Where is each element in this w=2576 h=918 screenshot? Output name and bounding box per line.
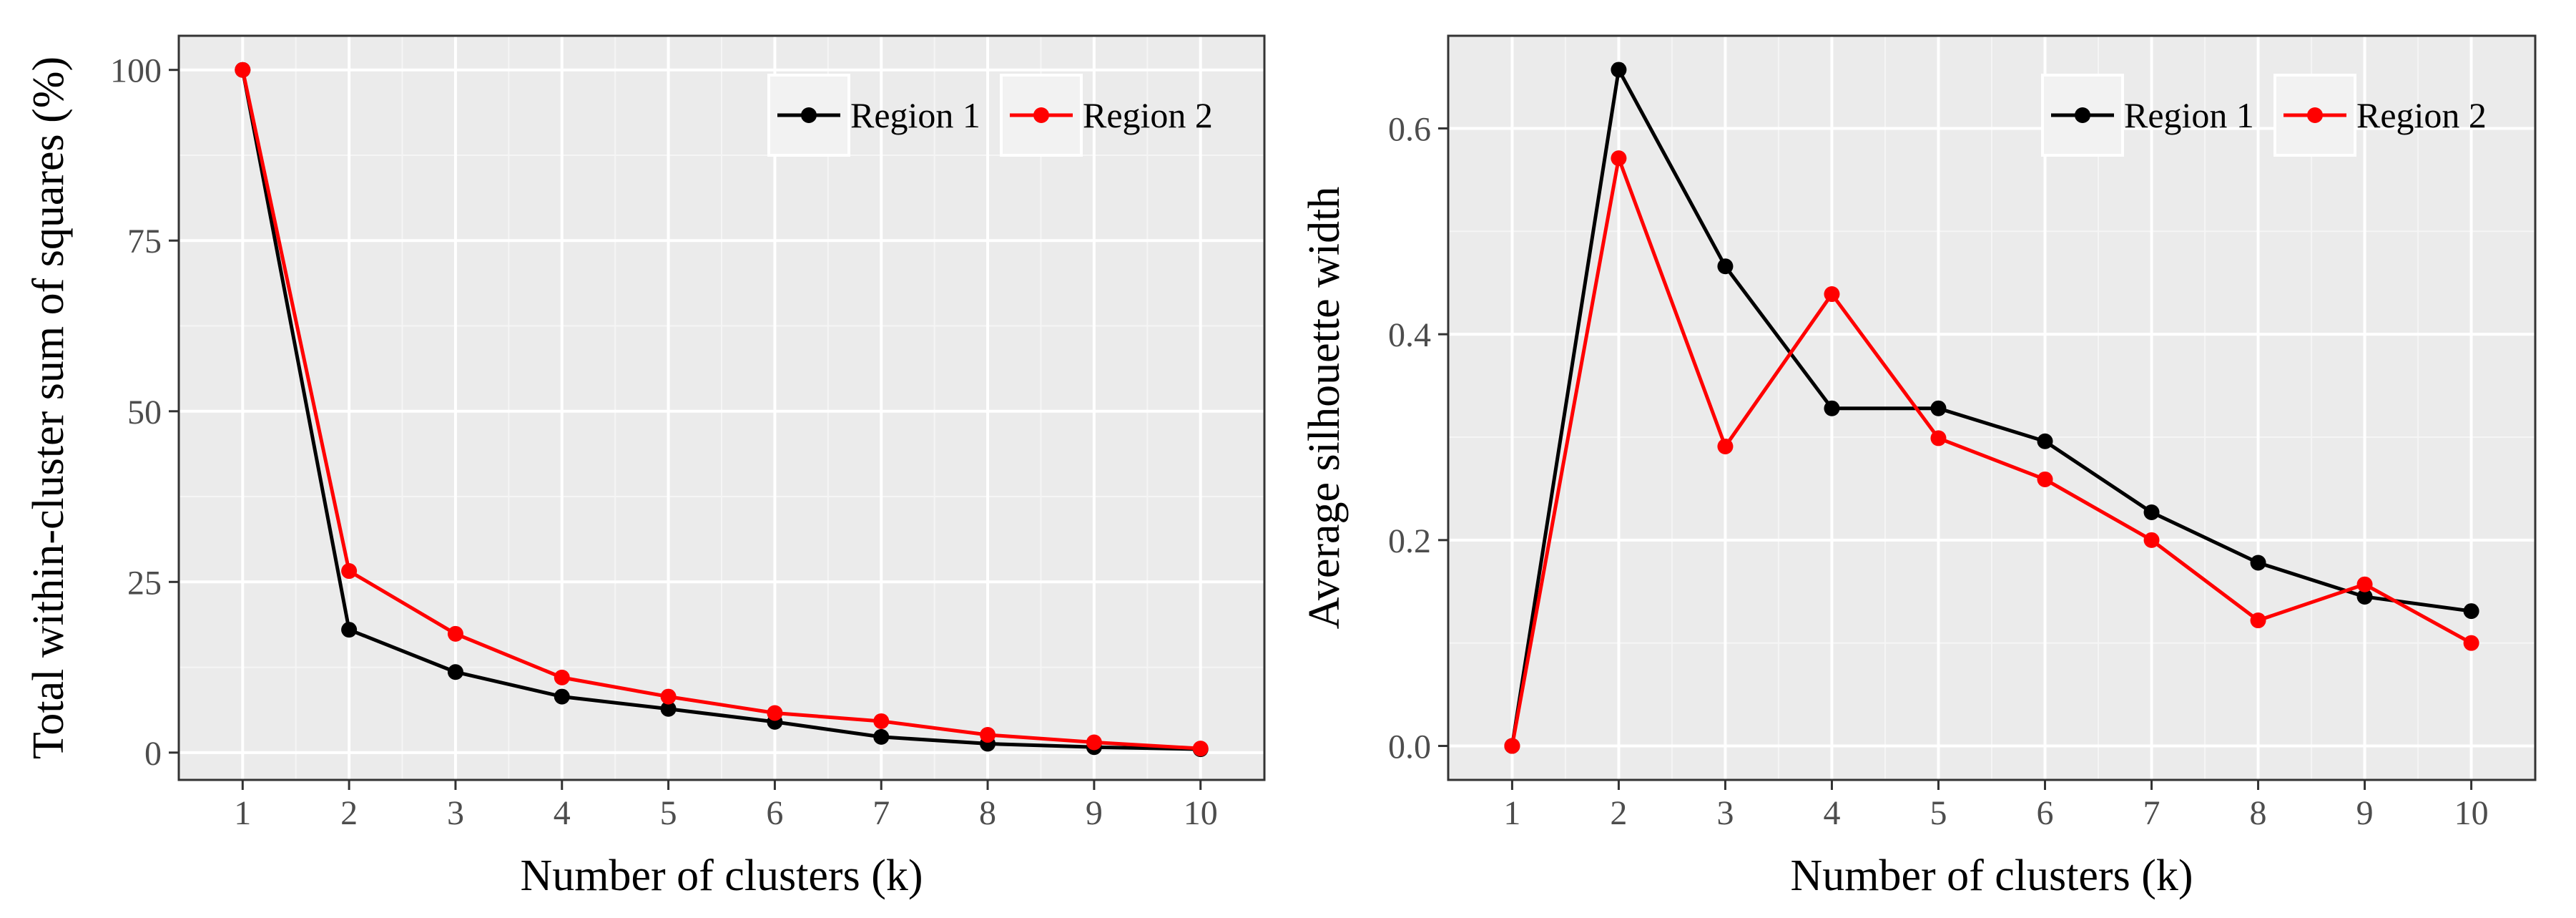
data-point xyxy=(2143,532,2160,548)
x-tick-label: 2 xyxy=(1610,794,1627,832)
legend: Region 1 Region 2 xyxy=(2041,74,2487,157)
legend-label: Region 1 xyxy=(850,95,980,135)
data-point xyxy=(2463,635,2479,651)
data-point xyxy=(447,664,463,680)
plot-border xyxy=(1447,34,2537,781)
y-tick-label: 100 xyxy=(110,52,162,90)
data-point xyxy=(2143,504,2160,521)
data-point xyxy=(873,728,890,745)
legend-label: Region 1 xyxy=(2124,95,2254,135)
legend-label: Region 2 xyxy=(2356,95,2487,135)
y-tick-label: 25 xyxy=(127,564,162,602)
y-tick-label: 0.4 xyxy=(1388,316,1431,354)
series-line xyxy=(1510,156,2472,746)
data-point xyxy=(2356,588,2373,605)
x-tick-label: 1 xyxy=(1503,794,1520,832)
y-axis-title: Total within-cluster sum of squares (%) xyxy=(24,57,73,759)
x-tick-label: 3 xyxy=(1716,794,1734,832)
y-tick-label: 0.2 xyxy=(1388,522,1431,560)
data-point xyxy=(1824,400,1840,416)
data-point xyxy=(660,700,677,717)
data-point xyxy=(235,62,251,78)
data-point xyxy=(1611,62,1627,78)
data-point xyxy=(2037,471,2053,487)
x-axis-title: Number of clusters (k) xyxy=(1791,851,2193,900)
data-point xyxy=(1930,430,1947,446)
data-point xyxy=(2356,576,2373,592)
x-tick-label: 10 xyxy=(2454,794,2489,832)
x-tick-label: 3 xyxy=(447,794,464,832)
data-point xyxy=(2250,555,2266,571)
x-tick-label: 9 xyxy=(2356,794,2374,832)
data-point xyxy=(1192,741,1209,757)
legend-entry: Region 2 xyxy=(1000,74,1213,157)
legend-entry: Region 2 xyxy=(2273,74,2487,157)
data-point xyxy=(1504,738,1520,754)
gridlines xyxy=(179,36,1264,780)
series-line xyxy=(240,69,1201,751)
data-point xyxy=(2463,603,2479,620)
data-point xyxy=(980,727,996,743)
legend-entry: Region 1 xyxy=(767,74,980,157)
x-tick-label: 4 xyxy=(1823,794,1840,832)
y-tick-label: 0 xyxy=(144,735,162,773)
legend-entry: Region 1 xyxy=(2041,74,2254,157)
y-tick-label: 50 xyxy=(127,394,162,431)
series-line xyxy=(240,69,1201,751)
data-point xyxy=(554,669,570,685)
series-2 xyxy=(1504,150,2479,754)
x-tick-label: 10 xyxy=(1184,794,1218,832)
y-axis-title: Average silhouette width xyxy=(1300,187,1349,630)
data-point xyxy=(1611,150,1627,167)
x-tick-label: 5 xyxy=(660,794,677,832)
data-point xyxy=(2037,433,2053,449)
data-point xyxy=(341,622,358,638)
data-point xyxy=(341,563,358,580)
data-point xyxy=(447,625,463,642)
series-line xyxy=(1510,67,2472,746)
data-point xyxy=(873,713,890,729)
data-point xyxy=(1717,438,1734,454)
x-tick-label: 1 xyxy=(234,794,251,832)
x-tick-label: 7 xyxy=(872,794,890,832)
data-point xyxy=(660,688,677,705)
chart-panel-2: 1 2 3 4 5 6 7 8 9 10 0.0 0.2 0.4 0.6 Number of cluster… xyxy=(1300,34,2537,900)
x-tick-label: 6 xyxy=(2037,794,2054,832)
y-tick-label: 0.0 xyxy=(1388,728,1431,766)
y-tick-label: 75 xyxy=(127,223,162,260)
data-point xyxy=(2250,612,2266,629)
legend: Region 1 Region 2 xyxy=(767,74,1213,157)
legend-key-point xyxy=(1033,107,1049,123)
data-point xyxy=(1086,734,1102,751)
x-tick-label: 2 xyxy=(340,794,358,832)
x-tick-label: 5 xyxy=(1929,794,1947,832)
legend-key-point xyxy=(801,107,817,123)
data-point xyxy=(1824,286,1840,303)
x-tick-label: 6 xyxy=(766,794,783,832)
y-tick-label: 0.6 xyxy=(1388,110,1431,148)
data-point xyxy=(767,705,783,721)
plot-border xyxy=(177,34,1266,781)
legend-label: Region 2 xyxy=(1083,95,1213,135)
x-tick-label: 8 xyxy=(979,794,996,832)
data-point xyxy=(1717,258,1734,275)
legend-key-point xyxy=(2307,107,2323,123)
x-tick-label: 8 xyxy=(2250,794,2267,832)
x-axis-title: Number of clusters (k) xyxy=(521,851,923,900)
legend-key-point xyxy=(2075,107,2090,123)
x-tick-label: 4 xyxy=(554,794,571,832)
x-tick-label: 7 xyxy=(2143,794,2160,832)
data-point xyxy=(554,688,570,705)
x-tick-label: 9 xyxy=(1086,794,1103,832)
series-2 xyxy=(235,62,1209,757)
data-point xyxy=(1930,400,1947,416)
